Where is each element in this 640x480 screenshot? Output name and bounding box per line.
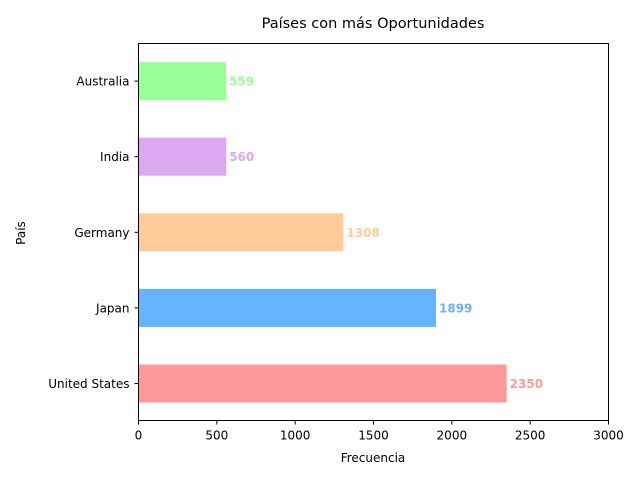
y-tick-label-germany: Germany [74, 226, 129, 240]
x-tick-label-1500: 1500 [358, 429, 389, 443]
y-axis-ticks: United States Japan Germany India Australia [48, 75, 139, 391]
x-tick-label-3000: 3000 [593, 429, 624, 443]
data-label-australia: 559 [229, 75, 254, 89]
data-labels-layer: 2350 1899 1308 560 559 [229, 75, 543, 391]
data-label-japan: 1899 [439, 301, 472, 315]
x-tick-label-500: 500 [205, 429, 228, 443]
data-label-united-states: 2350 [510, 377, 543, 391]
x-tick-label-0: 0 [135, 429, 143, 443]
x-tick-label-2500: 2500 [515, 429, 546, 443]
plot-frame [138, 43, 609, 421]
x-axis-ticks: 0 500 1000 1500 2000 2500 3000 [135, 420, 624, 443]
bar-india [138, 137, 227, 176]
y-axis-title: País [14, 221, 28, 245]
y-tick-label-japan: Japan [95, 301, 129, 315]
y-tick-label-india: India [100, 150, 129, 164]
y-tick-label-australia: Australia [76, 75, 129, 89]
bar-australia [138, 62, 227, 101]
chart-title: Países con más Oportunidades [262, 16, 485, 32]
x-axis-title: Frecuencia [341, 451, 406, 465]
y-tick-label-united-states: United States [48, 377, 129, 391]
bar-germany [138, 213, 344, 252]
bars-layer [138, 62, 507, 403]
x-tick-label-1000: 1000 [280, 429, 311, 443]
data-label-germany: 1308 [346, 226, 379, 240]
bar-japan [138, 288, 437, 327]
x-tick-label-2000: 2000 [437, 429, 468, 443]
data-label-india: 560 [229, 150, 254, 164]
bar-united-states [138, 364, 507, 403]
